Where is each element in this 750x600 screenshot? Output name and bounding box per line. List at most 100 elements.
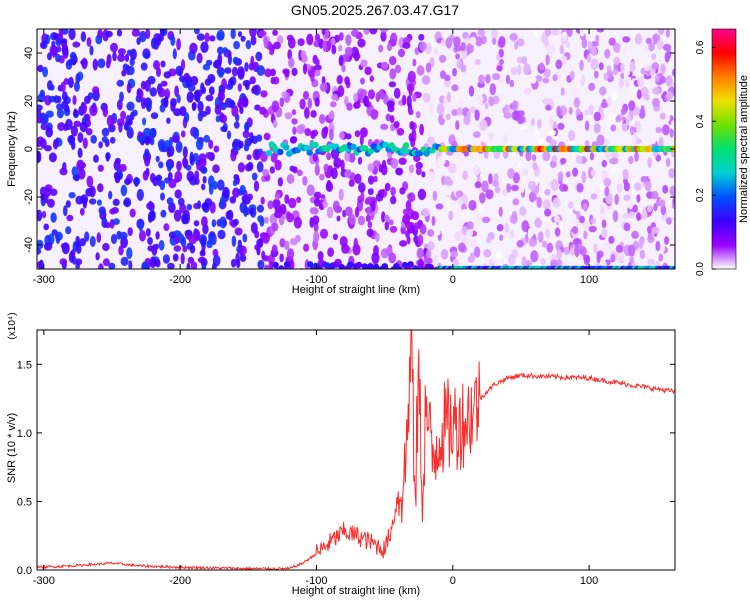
heatmap-cell — [55, 53, 61, 63]
heatmap-cell — [605, 186, 609, 197]
heatmap-feature-point — [376, 269, 382, 275]
heatmap-cell — [453, 36, 461, 47]
heatmap-cell — [260, 90, 268, 98]
heatmap-cell — [90, 134, 97, 144]
heatmap-cell — [310, 130, 316, 140]
heatmap-cell — [390, 158, 399, 169]
heatmap-cell — [317, 251, 324, 261]
heatmap-cell — [421, 75, 431, 85]
heatmap-cell — [572, 167, 578, 177]
heatmap-cell — [120, 184, 128, 197]
heatmap-cell — [496, 65, 503, 72]
heatmap-cell — [628, 156, 634, 165]
heatmap-cell — [286, 248, 295, 260]
heatmap-cell — [466, 182, 475, 193]
heatmap-cell — [79, 207, 85, 216]
heatmap-cell — [121, 69, 127, 77]
heatmap-cell — [581, 171, 587, 184]
heatmap-cell — [228, 100, 236, 108]
heatmap-cell — [389, 115, 395, 124]
heatmap-cell — [249, 208, 254, 216]
heatmap-cell — [231, 235, 237, 247]
heatmap-cell — [293, 216, 302, 229]
heatmap-cell — [142, 51, 151, 59]
heatmap-cell — [140, 62, 148, 71]
heatmap-cell — [532, 162, 538, 171]
heatmap-cell — [296, 169, 303, 177]
heatmap-cell — [371, 200, 376, 212]
heatmap-cell — [124, 121, 129, 131]
heatmap-cell — [537, 231, 544, 243]
heatmap-cell — [427, 171, 435, 182]
heatmap-cell — [360, 59, 368, 68]
heatmap-cell — [304, 128, 312, 137]
heatmap-cell — [431, 216, 436, 226]
heatmap-cell — [610, 124, 617, 132]
heatmap-cell — [220, 114, 227, 124]
heatmap-cell — [41, 40, 48, 50]
heatmap-cell — [61, 100, 69, 111]
heatmap-cell — [632, 204, 638, 213]
heatmap-cell — [614, 193, 619, 205]
heatmap-cell — [319, 228, 329, 239]
heatmap-cell — [390, 123, 395, 132]
heatmap-cell — [273, 41, 281, 50]
heatmap-cell — [345, 34, 352, 46]
heatmap-cell — [284, 194, 290, 204]
heatmap-cell — [419, 123, 424, 136]
heatmap-cell — [651, 62, 660, 70]
heatmap-cell — [238, 140, 244, 149]
heatmap-cell — [647, 157, 652, 169]
heatmap-cell — [630, 125, 635, 136]
heatmap-cell — [245, 82, 250, 91]
heatmap-cell — [208, 232, 213, 245]
heatmap-cell — [126, 65, 135, 76]
x-tick-label: -200 — [169, 575, 191, 587]
heatmap-cell — [379, 29, 389, 33]
heatmap-cell — [186, 203, 193, 211]
heatmap-cell — [473, 246, 481, 258]
heatmap-cell — [263, 132, 271, 141]
heatmap-cell — [147, 237, 153, 245]
heatmap-cell — [109, 136, 116, 144]
heatmap-cell — [179, 75, 186, 83]
heatmap-cell — [186, 242, 194, 250]
heatmap-cell — [284, 112, 293, 120]
heatmap-cell — [47, 52, 52, 61]
y-tick-label: 20 — [23, 95, 35, 107]
heatmap-cell — [124, 178, 131, 186]
heatmap-cell — [627, 244, 636, 257]
heatmap-cell — [523, 63, 531, 76]
heatmap-cell — [37, 248, 42, 255]
heatmap-cell — [413, 211, 420, 221]
heatmap-cell — [632, 135, 637, 145]
heatmap-cell — [365, 196, 375, 203]
heatmap-cell — [112, 198, 120, 206]
heatmap-cell — [284, 240, 290, 250]
heatmap-cell — [534, 176, 539, 187]
heatmap-cell — [63, 41, 68, 54]
heatmap-cell — [408, 108, 414, 116]
heatmap-cell — [521, 220, 530, 233]
heatmap-cell — [63, 123, 69, 131]
heatmap-cells — [37, 29, 675, 269]
heatmap-cell — [551, 29, 560, 36]
heatmap-cell — [402, 208, 409, 216]
heatmap-cell — [407, 70, 416, 83]
heatmap-cell — [348, 153, 356, 163]
heatmap-cell — [315, 58, 320, 67]
heatmap-cell — [540, 258, 546, 266]
heatmap-cell — [634, 182, 642, 191]
heatmap-cell — [388, 219, 394, 226]
heatmap-cell — [246, 154, 252, 161]
heatmap-cell — [548, 129, 557, 136]
heatmap-cell — [217, 179, 225, 191]
heatmap-cell — [412, 93, 417, 102]
heatmap-cell — [669, 127, 674, 138]
snr-x-ticks: -300 -200 -100 0 100 — [33, 330, 598, 587]
heatmap-cell — [421, 171, 426, 178]
heatmap-cell — [502, 189, 508, 196]
heatmap-cell — [576, 183, 584, 193]
heatmap-cell — [231, 258, 237, 268]
heatmap-cell — [234, 227, 243, 236]
